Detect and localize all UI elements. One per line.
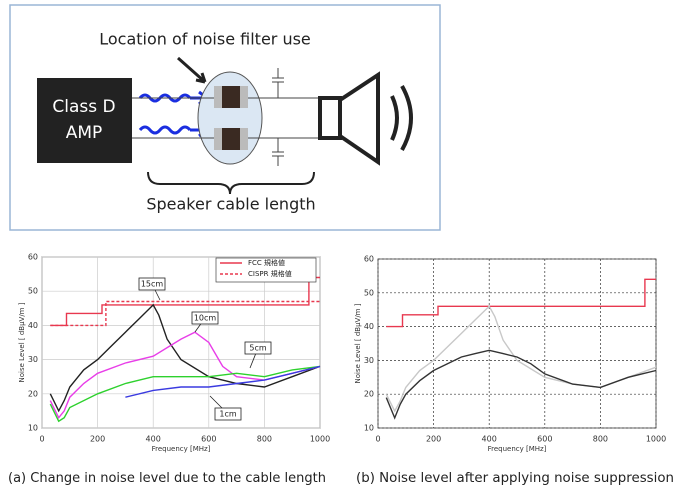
y-tick-label: 20 <box>28 389 38 398</box>
speaker-body <box>318 96 342 140</box>
y-tick-label: 10 <box>28 424 38 433</box>
speaker-cone <box>338 71 380 166</box>
data-line <box>49 303 321 413</box>
x-axis-label: Frequency [MHz] <box>488 445 547 453</box>
y-tick-label: 40 <box>364 322 374 331</box>
legend-box <box>215 257 317 283</box>
x-tick-label: 0 <box>375 435 380 444</box>
x-tick-label: 200 <box>90 435 105 444</box>
legend-label: CISPR 規格値 <box>248 269 292 278</box>
x-axis-label: Frequency [MHz] <box>152 445 211 453</box>
plot-area <box>377 258 657 429</box>
y-tick-label: 10 <box>364 424 374 433</box>
caption: (a) Change in noise level due to the cab… <box>8 470 326 486</box>
noise-wave <box>138 93 192 135</box>
y-tick-label: 40 <box>28 321 38 330</box>
plot-area <box>41 256 321 429</box>
x-tick-label: 800 <box>257 435 272 444</box>
amp-label: AMP <box>66 123 103 143</box>
chip <box>214 86 248 108</box>
y-tick-label: 60 <box>364 255 374 264</box>
x-tick-label: 1000 <box>310 435 330 444</box>
y-tick-label: 20 <box>364 390 374 399</box>
data-line <box>50 300 320 327</box>
amp-label: Class D <box>52 97 115 117</box>
brace <box>147 171 315 195</box>
annotation-box <box>138 277 166 291</box>
x-tick-label: 200 <box>426 435 441 444</box>
x-tick-label: 1000 <box>646 435 666 444</box>
x-tick-label: 400 <box>146 435 161 444</box>
x-tick-label: 0 <box>39 435 44 444</box>
annotation: 15cm <box>141 280 164 289</box>
y-tick-label: 50 <box>364 288 374 297</box>
annotation-box <box>191 311 219 325</box>
legend-label: FCC 規格値 <box>248 258 285 267</box>
y-tick-label: 30 <box>28 355 38 364</box>
y-axis-label: Noise Level [ dBμV/m ] <box>354 303 362 383</box>
annotation: 10cm <box>194 314 217 323</box>
x-tick-label: 600 <box>201 435 216 444</box>
caption: (b) Noise level after applying noise sup… <box>356 470 674 486</box>
sound-wave <box>390 85 413 151</box>
amp-box <box>37 78 132 163</box>
annotation-box <box>214 407 242 421</box>
capacitor <box>272 68 284 166</box>
y-axis-label: Noise Level [ dBμV/m ] <box>18 302 26 382</box>
x-tick-label: 600 <box>537 435 552 444</box>
pointer-arrow <box>177 56 207 84</box>
annotation-box <box>244 341 272 355</box>
annotation: 5cm <box>249 344 266 353</box>
data-line <box>49 365 321 423</box>
y-tick-label: 60 <box>28 253 38 262</box>
filter-label: Location of noise filter use <box>99 30 311 49</box>
y-tick-label: 50 <box>28 287 38 296</box>
cable-label: Speaker cable length <box>146 195 315 214</box>
filter-zone <box>197 71 263 165</box>
x-tick-label: 800 <box>593 435 608 444</box>
data-line <box>49 331 321 419</box>
data-line <box>386 278 656 328</box>
x-tick-label: 400 <box>482 435 497 444</box>
annotation: 1cm <box>219 410 236 419</box>
data-line <box>125 365 321 398</box>
data-line <box>385 349 657 420</box>
y-tick-label: 30 <box>364 356 374 365</box>
chip <box>214 128 248 150</box>
